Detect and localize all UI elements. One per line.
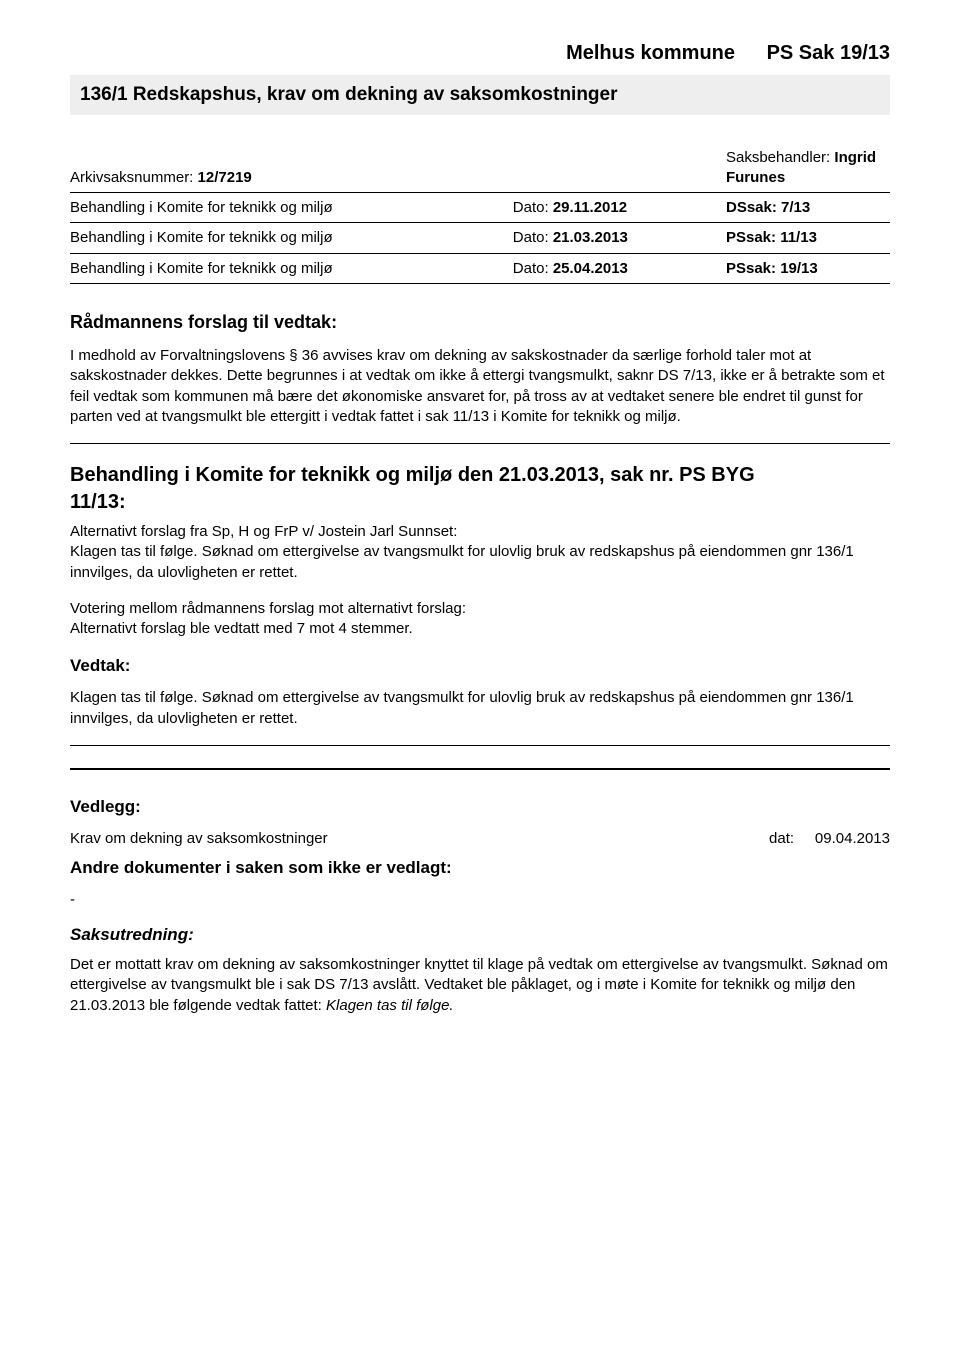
andre-dok-dash: - bbox=[70, 890, 890, 910]
meta-row: Behandling i Komite for teknikk og miljø… bbox=[70, 253, 890, 283]
dato-label: Dato: bbox=[513, 229, 549, 246]
arkiv-label: Arkivsaksnummer: bbox=[70, 169, 193, 186]
andre-dok-heading: Andre dokumenter i saken som ikke er ved… bbox=[70, 857, 890, 880]
sak-type: PSsak: bbox=[726, 229, 776, 246]
meta-c1: Behandling i Komite for teknikk og miljø bbox=[70, 199, 333, 216]
divider bbox=[70, 443, 890, 444]
sak-type: DSsak: bbox=[726, 199, 777, 216]
sak-val: 19/13 bbox=[780, 260, 818, 277]
dato-val: 29.11.2012 bbox=[553, 199, 627, 216]
sb-label: Saksbehandler: bbox=[726, 149, 830, 166]
saksutredning-italic: Klagen tas til følge. bbox=[326, 997, 454, 1014]
sak-label: PS Sak 19/13 bbox=[767, 42, 890, 64]
forslag-body: I medhold av Forvaltningslovens § 36 avv… bbox=[70, 346, 890, 427]
meta-table: Arkivsaksnummer: 12/7219 Saksbehandler: … bbox=[70, 143, 890, 284]
dat-val: 09.04.2013 bbox=[815, 830, 890, 847]
forslag-heading: Rådmannens forslag til vedtak: bbox=[70, 310, 890, 334]
vedtak-body: Klagen tas til følge. Søknad om ettergiv… bbox=[70, 688, 890, 729]
sak-val: 11/13 bbox=[780, 229, 817, 246]
meta-c1: Behandling i Komite for teknikk og miljø bbox=[70, 229, 333, 246]
page-header: Melhus kommune PS Sak 19/13 bbox=[70, 40, 890, 67]
behandling-p4: Alternativt forslag ble vedtatt med 7 mo… bbox=[70, 619, 890, 639]
sak-val: 7/13 bbox=[781, 199, 810, 216]
divider bbox=[70, 745, 890, 746]
behandling-heading-l1: Behandling i Komite for teknikk og miljø… bbox=[70, 464, 755, 486]
behandling-heading-l2: 11/13: bbox=[70, 491, 126, 513]
vedlegg-date: dat: 09.04.2013 bbox=[769, 829, 890, 849]
vedlegg-item: Krav om dekning av saksomkostninger bbox=[70, 829, 328, 849]
kommune-label: Melhus kommune bbox=[566, 42, 735, 64]
meta-row: Behandling i Komite for teknikk og miljø… bbox=[70, 193, 890, 223]
vedlegg-row: Krav om dekning av saksomkostninger dat:… bbox=[70, 829, 890, 849]
saksutredning-body: Det er mottatt krav om dekning av saksom… bbox=[70, 955, 890, 1016]
dat-label: dat: bbox=[769, 830, 794, 847]
meta-c1: Behandling i Komite for teknikk og miljø bbox=[70, 260, 333, 277]
page-title: 136/1 Redskapshus, krav om dekning av sa… bbox=[70, 75, 890, 115]
behandling-p3: Votering mellom rådmannens forslag mot a… bbox=[70, 599, 890, 619]
saksutredning-pre: Det er mottatt krav om dekning av saksom… bbox=[70, 956, 888, 1014]
dato-val: 25.04.2013 bbox=[553, 260, 628, 277]
arkiv-nr: 12/7219 bbox=[198, 169, 252, 186]
meta-row-arkiv: Arkivsaksnummer: 12/7219 Saksbehandler: … bbox=[70, 143, 890, 193]
behandling-p1: Alternativt forslag fra Sp, H og FrP v/ … bbox=[70, 522, 890, 542]
dato-label: Dato: bbox=[513, 199, 549, 216]
vedtak-heading: Vedtak: bbox=[70, 655, 890, 678]
saksutredning-heading: Saksutredning: bbox=[70, 924, 890, 947]
vedlegg-heading: Vedlegg: bbox=[70, 796, 890, 819]
divider-thick bbox=[70, 768, 890, 770]
dato-label: Dato: bbox=[513, 260, 549, 277]
sak-type: PSsak: bbox=[726, 260, 776, 277]
dato-val: 21.03.2013 bbox=[553, 229, 628, 246]
meta-row: Behandling i Komite for teknikk og miljø… bbox=[70, 223, 890, 253]
behandling-heading: Behandling i Komite for teknikk og miljø… bbox=[70, 462, 890, 516]
behandling-p2: Klagen tas til følge. Søknad om ettergiv… bbox=[70, 542, 890, 583]
